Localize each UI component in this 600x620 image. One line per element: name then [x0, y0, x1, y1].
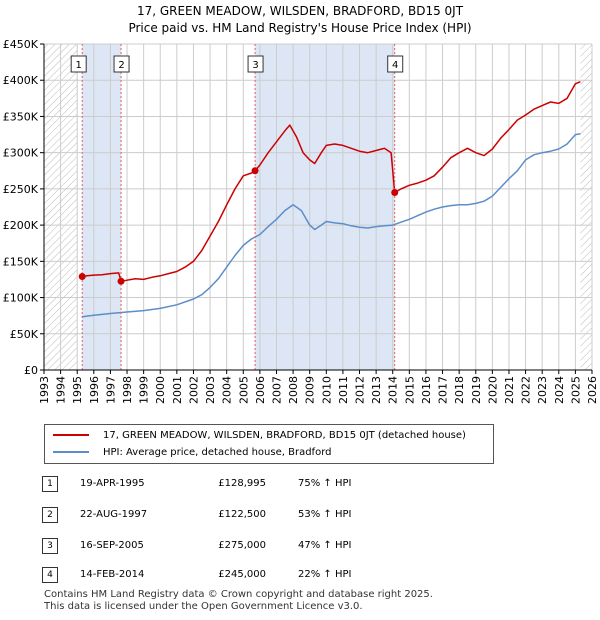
x-tick-label: 2002 — [187, 376, 200, 404]
chart-title: 17, GREEN MEADOW, WILSDEN, BRADFORD, BD1… — [136, 4, 464, 18]
sale-point-4 — [391, 189, 399, 197]
x-tick-label: 1996 — [88, 376, 101, 404]
sale-date: 22-AUG-1997 — [80, 509, 148, 520]
y-tick-label: £250K — [3, 183, 39, 196]
x-tick-label: 2016 — [420, 376, 433, 404]
x-tick-label: 2011 — [337, 376, 350, 404]
sale-hpi-diff: 22% ↑ HPI — [298, 569, 352, 580]
x-tick-label: 2026 — [586, 376, 599, 404]
sale-label-4: 4 — [392, 60, 398, 71]
sale-price: £128,995 — [218, 478, 266, 489]
x-tick-label: 1997 — [104, 376, 117, 404]
sale-band — [255, 44, 395, 370]
sale-row-1: 1 19-APR-1995 £128,995 75% ↑ HPI — [0, 474, 600, 494]
y-tick-label: £300K — [3, 147, 39, 160]
sale-row-2: 2 22-AUG-1997 £122,500 53% ↑ HPI — [0, 505, 600, 525]
legend-swatch-property — [53, 434, 89, 436]
chart-subtitle: Price paid vs. HM Land Registry's House … — [128, 21, 472, 35]
sale-label-3: 3 — [252, 60, 258, 71]
sale-label-2: 2 — [118, 60, 124, 71]
x-tick-label: 2009 — [304, 376, 317, 404]
legend-label-property: 17, GREEN MEADOW, WILSDEN, BRADFORD, BD1… — [103, 430, 466, 441]
x-tick-label: 2010 — [320, 376, 333, 404]
y-tick-label: £200K — [3, 219, 39, 232]
x-tick-label: 1999 — [138, 376, 151, 404]
x-tick-label: 2020 — [486, 376, 499, 404]
x-tick-label: 2004 — [221, 376, 234, 404]
sale-price: £275,000 — [218, 540, 266, 551]
legend-item-property: 17, GREEN MEADOW, WILSDEN, BRADFORD, BD1… — [53, 428, 466, 444]
sale-row-3: 3 16-SEP-2005 £275,000 47% ↑ HPI — [0, 536, 600, 556]
x-tick-label: 2006 — [254, 376, 267, 404]
x-tick-label: 2007 — [270, 376, 283, 404]
x-tick-label: 2014 — [387, 376, 400, 404]
legend-label-hpi: HPI: Average price, detached house, Brad… — [103, 447, 332, 458]
sale-date: 14-FEB-2014 — [80, 569, 145, 580]
x-tick-label: 2000 — [154, 376, 167, 404]
x-tick-label: 2003 — [204, 376, 217, 404]
x-tick-label: 2008 — [287, 376, 300, 404]
x-tick-label: 2021 — [503, 376, 516, 404]
y-tick-label: £450K — [3, 38, 39, 51]
legend-item-hpi: HPI: Average price, detached house, Brad… — [53, 445, 331, 461]
y-tick-label: £150K — [3, 255, 39, 268]
x-tick-label: 1993 — [38, 376, 51, 404]
x-tick-label: 2015 — [403, 376, 416, 404]
y-tick-label: £100K — [3, 292, 39, 305]
property-series-line — [82, 81, 581, 283]
x-tick-label: 2005 — [237, 376, 250, 404]
sale-price: £122,500 — [218, 509, 266, 520]
sale-band — [82, 44, 122, 370]
sale-point-3 — [251, 167, 259, 175]
y-tick-label: £50K — [10, 328, 39, 341]
x-tick-label: 2001 — [171, 376, 184, 404]
x-tick-label: 2025 — [569, 376, 582, 404]
sale-price: £245,000 — [218, 569, 266, 580]
y-tick-label: £400K — [3, 74, 39, 87]
x-tick-label: 2023 — [536, 376, 549, 404]
sale-hpi-diff: 53% ↑ HPI — [298, 509, 352, 520]
price-chart: 1 2 3 4 £0 £50K £100K £150K £200K £250K £300K £350… — [3, 38, 599, 404]
sale-row-4: 4 14-FEB-2014 £245,000 22% ↑ HPI — [0, 565, 600, 585]
sale-hpi-diff: 47% ↑ HPI — [298, 540, 352, 551]
sale-label-box-3 — [247, 55, 264, 73]
legend-swatch-hpi — [53, 451, 89, 453]
sale-label-1: 1 — [76, 60, 82, 71]
x-tick-label: 2012 — [354, 376, 367, 404]
sale-number: 3 — [42, 538, 58, 554]
hatch-region — [580, 44, 592, 370]
x-tick-label: 2018 — [453, 376, 466, 404]
x-tick-label: 2022 — [520, 376, 533, 404]
sale-number: 4 — [42, 567, 58, 583]
sale-number: 1 — [42, 476, 58, 492]
sale-label-box-1 — [70, 55, 87, 73]
sale-label-box-4 — [387, 55, 404, 73]
chart-legend: 17, GREEN MEADOW, WILSDEN, BRADFORD, BD1… — [44, 424, 494, 464]
x-tick-label: 2017 — [437, 376, 450, 404]
x-tick-label: 1994 — [55, 376, 68, 404]
footer-licence: This data is licensed under the Open Gov… — [44, 601, 363, 612]
sale-date: 19-APR-1995 — [80, 478, 145, 489]
sale-point-1 — [78, 273, 86, 281]
sale-number: 2 — [42, 507, 58, 523]
x-tick-label: 1995 — [71, 376, 84, 404]
x-tick-label: 2024 — [553, 376, 566, 404]
y-tick-label: £0 — [24, 364, 38, 377]
y-tick-label: £350K — [3, 110, 39, 123]
hpi-series-line — [82, 133, 581, 318]
sale-label-box-2 — [113, 55, 130, 73]
sale-date: 16-SEP-2005 — [80, 540, 144, 551]
x-tick-label: 2013 — [370, 376, 383, 404]
x-tick-label: 1998 — [121, 376, 134, 404]
sale-point-2 — [117, 277, 125, 285]
sale-hpi-diff: 75% ↑ HPI — [298, 478, 352, 489]
footer-copyright: Contains HM Land Registry data © Crown c… — [44, 589, 433, 600]
x-tick-label: 2019 — [470, 376, 483, 404]
